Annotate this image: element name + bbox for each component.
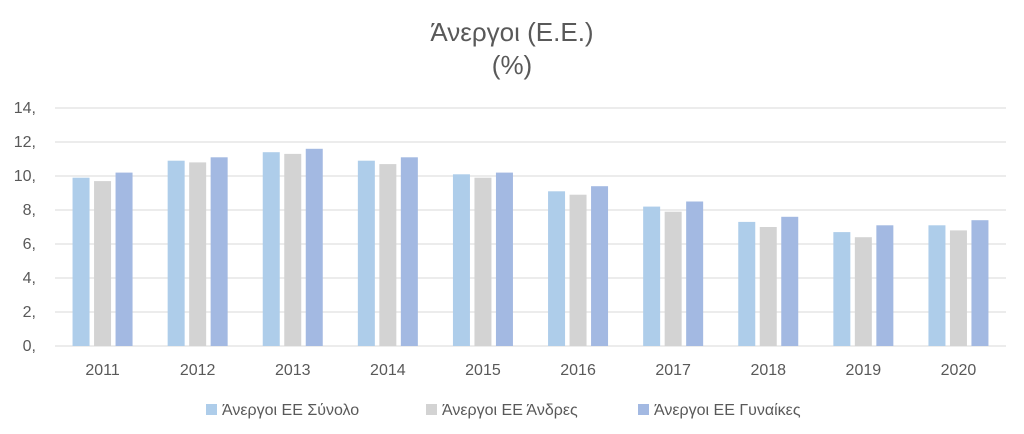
bar-2020-series-2 — [949, 230, 967, 346]
bar-2015-series-3 — [495, 172, 513, 346]
bar-2016-series-3 — [591, 186, 609, 346]
bar-2011-series-3 — [115, 172, 133, 346]
legend-swatch — [426, 404, 437, 415]
legend: Άνεργοι ΕΕ Σύνολο Άνεργοι ΕΕ Άνδρες Άνεργο… — [206, 402, 801, 419]
x-axis: 2011 2012 2013 2014 2015 2016 2017 2018 2019 2020 — [85, 362, 976, 379]
x-tick-label: 2017 — [655, 362, 691, 379]
bar-2017-series-1 — [643, 206, 661, 346]
bar-2012-series-3 — [210, 157, 228, 346]
y-tick-label: 0, — [23, 338, 36, 355]
bars — [72, 148, 989, 346]
bar-2019-series-2 — [854, 237, 872, 346]
legend-swatch — [638, 404, 649, 415]
bar-2018-series-3 — [781, 216, 799, 346]
bar-2015-series-1 — [452, 174, 470, 346]
bar-2014-series-2 — [379, 164, 397, 346]
bar-2011-series-2 — [94, 181, 112, 346]
y-tick-label: 4, — [23, 270, 36, 287]
bar-2016-series-2 — [569, 194, 587, 346]
x-tick-label: 2014 — [370, 362, 406, 379]
y-tick-label: 6, — [23, 236, 36, 253]
legend-swatch — [206, 404, 217, 415]
legend-label: Άνεργοι ΕΕ Άνδρες — [442, 402, 578, 419]
bar-2016-series-1 — [548, 191, 566, 346]
bar-2019-series-1 — [833, 232, 851, 346]
x-tick-label: 2019 — [846, 362, 882, 379]
x-tick-label: 2018 — [750, 362, 786, 379]
x-tick-label: 2020 — [941, 362, 977, 379]
bar-2011-series-1 — [72, 177, 90, 346]
y-tick-label: 8, — [23, 202, 36, 219]
y-tick-label: 10, — [14, 168, 36, 185]
x-tick-label: 2012 — [180, 362, 216, 379]
bar-2018-series-2 — [759, 227, 777, 346]
bar-2017-series-3 — [686, 201, 704, 346]
chart-subtitle: (%) — [492, 50, 532, 80]
bar-2013-series-1 — [262, 152, 280, 346]
x-tick-label: 2015 — [465, 362, 501, 379]
legend-label: Άνεργοι ΕΕ Γυναίκες — [654, 402, 801, 419]
bar-2013-series-3 — [305, 148, 323, 346]
bar-2013-series-2 — [284, 153, 302, 346]
x-tick-label: 2013 — [275, 362, 311, 379]
y-tick-label: 2, — [23, 304, 36, 321]
bar-2014-series-3 — [400, 157, 418, 346]
bar-2020-series-1 — [928, 225, 946, 346]
y-axis: 0, 2, 4, 6, 8, 10, 12, 14, — [14, 100, 36, 355]
legend-label: Άνεργοι ΕΕ Σύνολο — [222, 402, 359, 419]
bar-2018-series-1 — [738, 221, 756, 346]
y-tick-label: 14, — [14, 100, 36, 117]
bar-2017-series-2 — [664, 211, 682, 346]
bar-2012-series-1 — [167, 160, 185, 346]
chart-title: Άνεργοι (Ε.Ε.) — [430, 17, 593, 47]
bar-2020-series-3 — [971, 220, 989, 346]
bar-2014-series-1 — [357, 160, 375, 346]
y-tick-label: 12, — [14, 134, 36, 151]
bar-2015-series-2 — [474, 177, 492, 346]
bar-2019-series-3 — [876, 225, 894, 346]
bar-2012-series-2 — [189, 162, 207, 346]
x-tick-label: 2011 — [85, 362, 120, 379]
x-tick-label: 2016 — [560, 362, 596, 379]
